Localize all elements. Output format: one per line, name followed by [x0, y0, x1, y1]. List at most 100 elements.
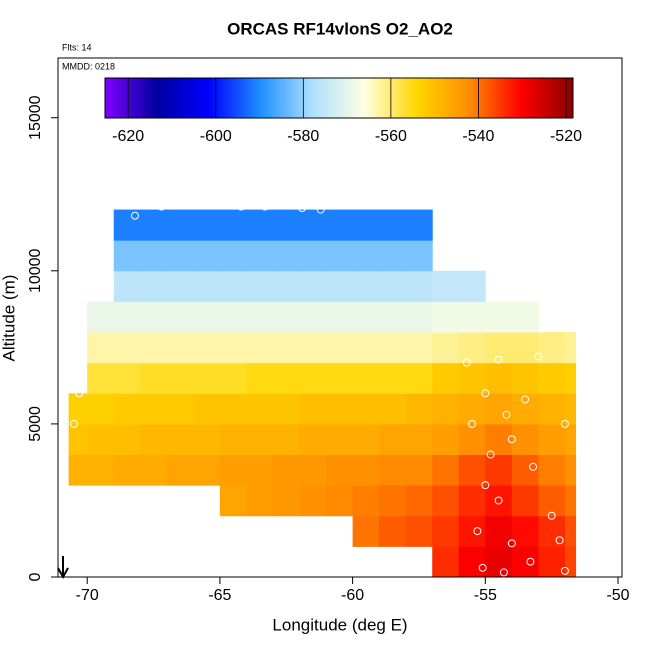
- heatmap-cell: [352, 393, 380, 425]
- heatmap-cell: [166, 362, 194, 394]
- heatmap-cell: [87, 332, 115, 364]
- heatmap-cell: [458, 270, 486, 302]
- heatmap-cell: [219, 393, 247, 425]
- observation-point: [529, 462, 538, 471]
- observation-point: [69, 419, 78, 428]
- observation-point: [261, 202, 270, 211]
- x-tick-label: -50: [606, 587, 629, 604]
- heatmap-cell: [272, 270, 301, 302]
- colorbar-tick-label: -520: [550, 128, 582, 145]
- heatmap-cell: [193, 332, 221, 364]
- heatmap-cell: [352, 301, 380, 333]
- heatmap-cell: [405, 209, 433, 241]
- observation-point: [316, 205, 325, 214]
- heatmap-cell: [299, 423, 327, 456]
- heatmap-cell: [511, 362, 539, 394]
- heatmap-cell: [511, 546, 539, 578]
- heatmap-cell: [485, 393, 513, 425]
- heatmap-cell: [485, 454, 513, 486]
- heatmap-cell: [113, 393, 141, 425]
- observation-point: [499, 568, 508, 577]
- y-tick-label: 5000: [27, 406, 44, 442]
- heatmap-cell: [166, 423, 194, 456]
- heatmap-cell: [538, 454, 566, 486]
- heatmap-cell: [299, 240, 327, 272]
- heatmap-cell: [140, 362, 168, 394]
- heatmap-cell: [405, 332, 433, 364]
- heatmap-cell: [405, 240, 433, 272]
- observation-point: [555, 536, 564, 545]
- heatmap-cell: [219, 423, 247, 456]
- heatmap-cell: [538, 362, 566, 394]
- heatmap-cell: [564, 393, 577, 425]
- heatmap-cell: [432, 454, 460, 486]
- heatmap-cell: [379, 301, 407, 333]
- heatmap-cell: [68, 454, 88, 486]
- observation-point: [462, 358, 471, 367]
- heatmap-cell: [87, 454, 115, 486]
- heatmap-cell: [405, 454, 433, 486]
- x-axis-label: Longitude (deg E): [272, 615, 407, 634]
- heatmap-cell: [299, 362, 327, 394]
- heatmap-cell: [246, 332, 274, 364]
- heatmap-cell: [246, 209, 274, 241]
- heatmap-cell: [272, 209, 301, 241]
- heatmap-cell: [485, 362, 513, 394]
- heatmap-cell: [299, 393, 327, 425]
- observation-point: [478, 563, 487, 572]
- date-label: MMDD: 0218: [62, 61, 115, 71]
- observation-point: [526, 557, 535, 566]
- heatmap-cell: [219, 332, 247, 364]
- heatmap-cell: [432, 393, 460, 425]
- heatmap-cell: [379, 240, 407, 272]
- heatmap-cell: [352, 515, 380, 547]
- observation-point: [298, 204, 307, 213]
- colorbar-tick-label: -580: [287, 128, 319, 145]
- heatmap-cell: [511, 332, 539, 364]
- heatmap-cell: [485, 301, 513, 333]
- heatmap-cell: [538, 485, 566, 517]
- heatmap-cell: [326, 209, 354, 241]
- heatmap-cell: [326, 485, 354, 517]
- heatmap-cell: [352, 240, 380, 272]
- heatmap-cell: [432, 515, 460, 547]
- heatmap-cell: [219, 301, 247, 333]
- heatmap-cell: [193, 270, 221, 302]
- heatmap-cell: [193, 423, 221, 456]
- heatmap-cell: [405, 301, 433, 333]
- heatmap-cell: [405, 485, 433, 517]
- heatmap-cell: [193, 301, 221, 333]
- x-tick-label: -55: [474, 587, 497, 604]
- heatmap-cell: [326, 332, 354, 364]
- heatmap-cell: [113, 423, 141, 456]
- heatmap-cell: [485, 485, 513, 517]
- heatmap-cell: [458, 454, 486, 486]
- heatmap-cell: [405, 362, 433, 394]
- heatmap-cell: [432, 362, 460, 394]
- heatmap-cell: [193, 393, 221, 425]
- heatmap-cell: [246, 454, 274, 486]
- heatmap-cell: [432, 332, 460, 364]
- heatmap-cell: [405, 393, 433, 425]
- observation-point: [560, 566, 569, 575]
- heatmap-cell: [564, 423, 577, 456]
- heatmap-cell: [432, 423, 460, 456]
- heatmap-cell: [246, 393, 274, 425]
- heatmap-cell: [219, 270, 247, 302]
- heatmap-cell: [379, 393, 407, 425]
- heatmap-cell: [405, 423, 433, 456]
- heatmap-cell: [166, 393, 194, 425]
- observation-point: [502, 410, 511, 419]
- heatmap-cell: [299, 485, 327, 517]
- heatmap-cell: [140, 332, 168, 364]
- heatmap-cell: [458, 515, 486, 547]
- heatmap-cell: [272, 301, 301, 333]
- observation-point: [481, 389, 490, 398]
- observation-point: [441, 208, 450, 217]
- observation-point: [473, 527, 482, 536]
- x-tick-label: -65: [208, 587, 231, 604]
- heatmap-cell: [193, 454, 221, 486]
- heatmap-cell: [379, 485, 407, 517]
- heatmap-cell: [485, 515, 513, 547]
- heatmap-cell: [352, 209, 380, 241]
